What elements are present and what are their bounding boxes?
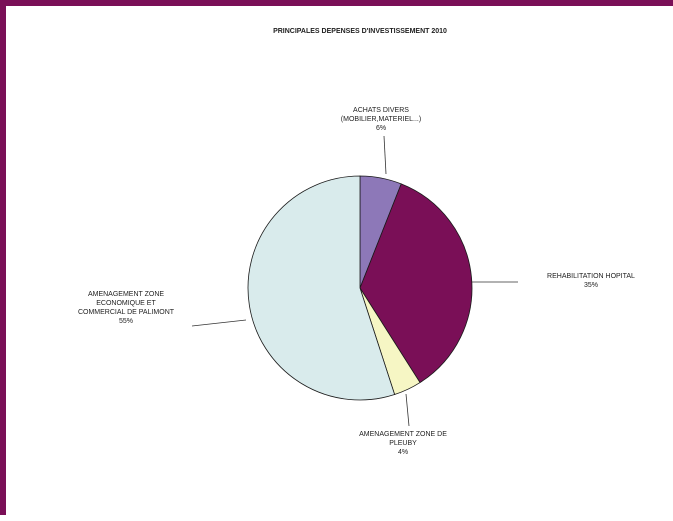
slice-name-label-2: AMENAGEMENT ZONE DE: [359, 431, 447, 438]
leader-lines: [191, 135, 518, 427]
slice-name-label-0: ACHATS DIVERS: [353, 107, 409, 114]
leader-line-3: [191, 319, 247, 327]
pie-slice-3: [247, 175, 396, 401]
slice-labels: ACHATS DIVERS (MOBILIER,MATERIEL...) 6% REH…: [78, 107, 635, 456]
pie-chart: PRINCIPALES DEPENSES D'INVESTISSEMENT 20…: [78, 28, 635, 456]
slice-name-label-0: (MOBILIER,MATERIEL...): [341, 116, 421, 123]
chart-title: PRINCIPALES DEPENSES D'INVESTISSEMENT 20…: [273, 28, 447, 35]
leader-line-2: [405, 393, 410, 427]
slice-name-label-1: REHABILITATION HOPITAL: [547, 273, 635, 280]
pie-slice-1: [359, 183, 473, 384]
slice-name-label-2: PLEUBY: [389, 440, 417, 447]
slice-value-label-0: 6%: [376, 125, 386, 132]
slice-name-label-3: ECONOMIQUE ET: [96, 300, 156, 307]
pie-slices: [247, 175, 473, 401]
slice-value-label-2: 4%: [398, 449, 408, 456]
leader-line-0: [383, 135, 387, 175]
slice-name-label-3: COMMERCIAL DE PALIMONT: [78, 309, 175, 316]
slice-value-label-3: 55%: [119, 318, 133, 325]
slice-name-label-3: AMENAGEMENT ZONE: [88, 291, 164, 298]
slice-value-label-1: 35%: [584, 282, 598, 289]
